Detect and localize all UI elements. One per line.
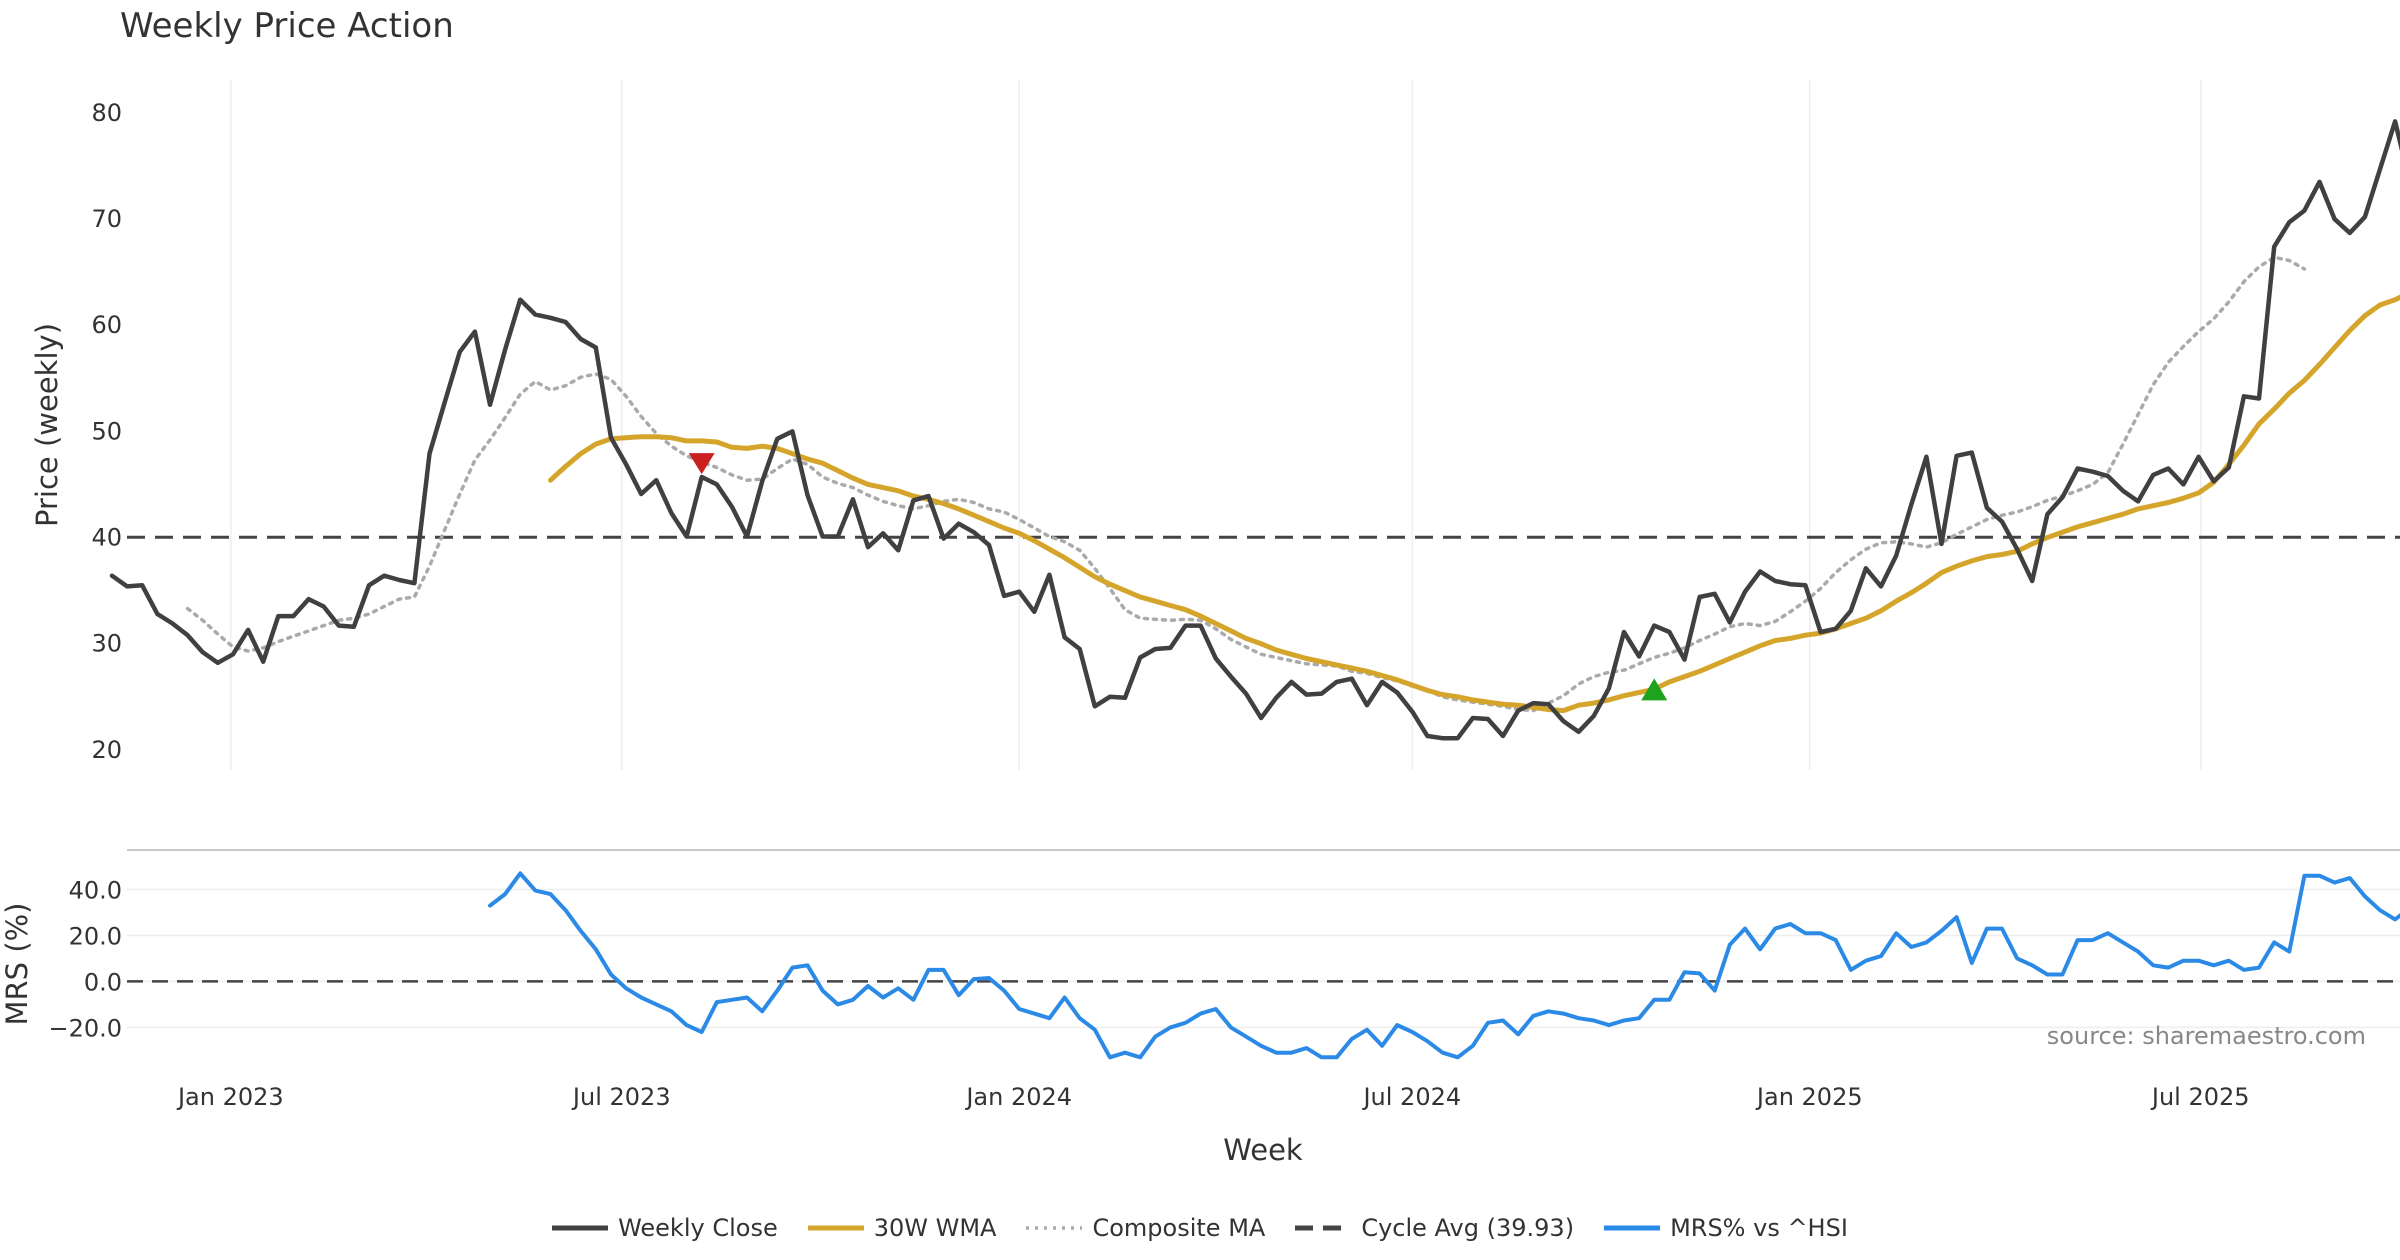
price-y-tick-label: 40 [91,523,122,551]
composite-ma-line [185,255,2307,713]
legend: Weekly Close 30W WMA Composite MA Cycle Avg… [0,1208,2400,1248]
legend-swatch [1604,1225,1661,1231]
legend-label: Weekly Close [618,1214,778,1242]
x-tick-label: Jan 2025 [1755,1083,1863,1111]
mrs-y-tick-label: 20.0 [69,922,122,950]
mrs-line [488,871,2400,1060]
mrs-y-tick-label: 0.0 [84,968,122,996]
buy-signal-marker [1641,678,1668,701]
legend-swatch [807,1225,864,1231]
mrs-y-tick-label: −20.0 [48,1014,122,1042]
price-y-tick-label: 50 [91,417,122,445]
price-y-tick-label: 30 [91,630,122,658]
legend-item: MRS% vs ^HSI [1604,1214,1848,1242]
chart-svg: Price (weekly) MRS (%) Week source: shar… [0,80,2400,1167]
x-tick-label: Jul 2024 [1361,1083,1461,1111]
x-axis-label: Week [1223,1133,1303,1167]
price-y-axis-label: Price (weekly) [30,323,64,527]
price-y-tick-label: 80 [91,99,122,127]
legend-item: Composite MA [1026,1214,1265,1242]
mrs-grid [127,888,2400,1029]
x-tick-label: Jul 2025 [2150,1083,2250,1111]
legend-swatch [552,1225,609,1231]
x-tick-label: Jul 2023 [571,1083,671,1111]
price-y-tick-label: 60 [91,311,122,339]
price-plot [109,119,2400,741]
legend-label: MRS% vs ^HSI [1670,1214,1848,1242]
price-y-tick-label: 70 [91,205,122,233]
x-tick-label: Jan 2024 [964,1083,1072,1111]
price-y-tick-label: 20 [91,736,122,764]
legend-label: 30W WMA [873,1214,997,1242]
source-text: source: sharemaestro.com [2047,1022,2366,1050]
sell-signal-marker [688,453,715,475]
weekly-close-line [109,119,2400,741]
legend-swatch [1295,1225,1352,1231]
wma-30w-line [548,294,2400,714]
x-tick-label: Jan 2023 [176,1083,284,1111]
legend-swatch [1026,1226,1083,1230]
legend-label: Cycle Avg (39.93) [1361,1214,1575,1242]
mrs-plot [127,871,2400,1060]
legend-label: Composite MA [1092,1214,1266,1242]
mrs-y-tick-label: 40.0 [69,876,122,904]
chart-title: Weekly Price Action [120,6,454,46]
mrs-y-axis-label: MRS (%) [0,903,34,1026]
legend-item: Weekly Close [552,1214,778,1242]
legend-item: Cycle Avg (39.93) [1295,1214,1574,1242]
legend-item: 30W WMA [807,1214,997,1242]
axes-text: Price (weekly) MRS (%) Week source: shar… [0,99,2366,1167]
price-grid [230,80,2202,770]
